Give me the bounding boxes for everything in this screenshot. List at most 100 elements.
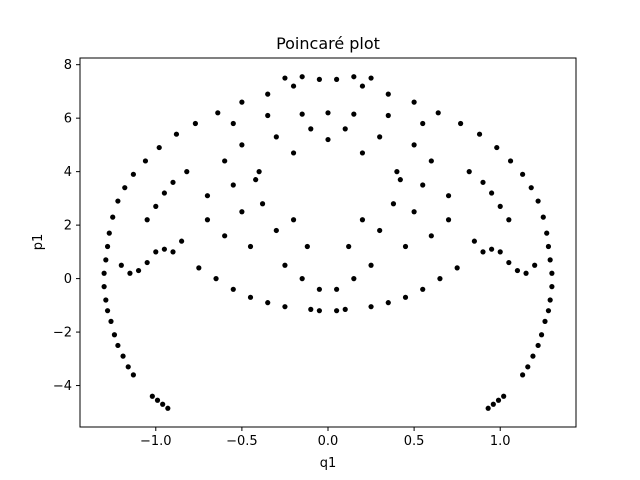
data-point [501,393,507,399]
data-point [103,257,109,263]
data-point [342,306,348,312]
data-point [454,265,460,271]
data-point [101,270,107,276]
data-point [359,217,366,223]
data-point [273,134,279,140]
data-point [299,111,305,117]
data-point [506,217,512,223]
x-tick-label: −0.5 [226,434,258,449]
data-point [351,74,357,80]
data-point [523,270,529,276]
data-point [420,182,426,188]
data-point [149,393,155,399]
data-point [239,142,245,148]
data-point [359,150,366,156]
data-point [547,257,553,263]
data-point [196,265,202,271]
y-tick-label: −4 [53,379,72,394]
data-point [528,185,534,191]
data-point [282,262,288,268]
data-point [445,193,452,199]
data-point [445,217,452,223]
data-point [397,177,403,183]
y-tick-label: 6 [64,112,72,127]
data-point [480,179,486,185]
data-point [377,227,383,234]
y-tick-label: 4 [64,165,72,180]
data-point [125,364,131,370]
data-point [507,158,514,164]
data-point [428,158,434,164]
data-point [485,405,491,411]
data-point [153,203,159,209]
data-point [290,217,297,223]
data-point [494,144,500,151]
data-point [247,243,254,250]
data-point [120,353,126,359]
data-point [535,342,541,349]
data-point [377,134,383,140]
data-point [184,169,190,175]
data-point [385,112,391,119]
data-point [165,405,171,411]
data-point [385,91,391,97]
data-point [265,91,271,97]
data-point [437,276,443,282]
data-point [530,353,536,359]
data-point [222,158,228,164]
y-axis-ticks: −4 −2 0 2 4 6 8 [53,58,80,394]
data-point [144,217,150,223]
data-point [489,190,495,196]
data-point [106,230,112,236]
data-point [161,246,167,252]
data-point [213,276,219,282]
data-point [351,111,357,117]
data-point [435,110,441,116]
data-point [525,364,531,370]
data-point [368,75,374,81]
data-point [308,126,314,132]
data-point [476,131,483,137]
data-point [122,185,128,191]
data-point [308,306,314,312]
data-point [420,286,426,292]
data-point [239,99,245,105]
data-point [466,169,472,175]
y-axis-label: p1 [31,234,46,251]
data-point [282,75,288,81]
data-point [230,286,236,292]
data-point [111,332,118,338]
data-point [411,142,417,148]
data-point [535,198,541,204]
data-point [394,169,400,175]
data-point [316,286,322,292]
y-tick-label: 0 [64,272,72,287]
data-point [130,171,136,177]
data-point [290,83,297,89]
data-point [538,332,545,338]
x-tick-label: 0.5 [404,434,425,449]
data-point [173,131,180,137]
data-point [545,243,552,250]
data-point [402,294,409,300]
data-point [222,233,228,239]
data-point [204,217,211,223]
data-point [156,144,162,151]
data-point [490,401,496,407]
data-point [110,214,116,220]
data-point [204,193,211,199]
x-tick-label: 0.0 [318,434,339,449]
x-tick-label: −1.0 [140,434,172,449]
data-point [549,270,555,276]
data-point [135,267,142,274]
x-axis-label: q1 [320,456,337,471]
chart-title: Poincaré plot [276,34,380,53]
data-point [532,262,538,268]
data-point [144,259,150,266]
data-point [299,276,305,282]
data-point [256,169,262,175]
x-axis-ticks: −1.0 −0.5 0.0 0.5 1.0 [140,427,511,449]
data-point [489,246,495,252]
data-point [273,227,279,234]
data-point [304,243,310,250]
